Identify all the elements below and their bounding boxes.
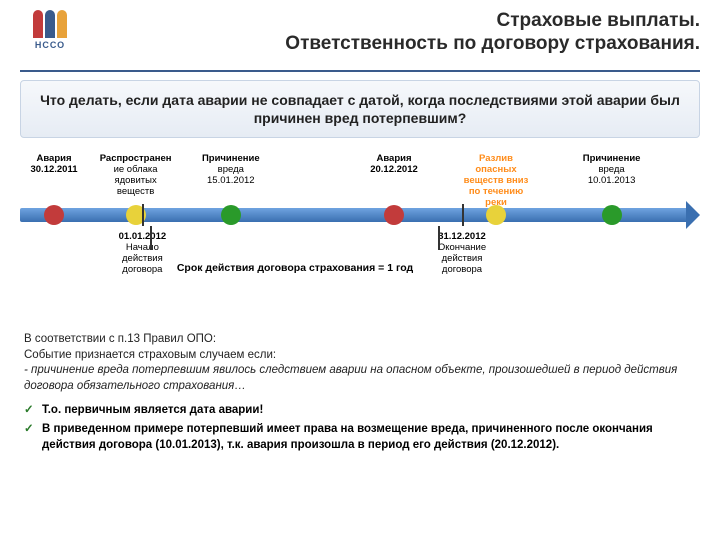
event-label-5: Причинениевреда10.01.2013 [579,154,645,187]
divider [20,70,700,72]
event-label-2: Причинениевреда15.01.2012 [198,154,264,187]
bullet-2: В приведенном примере потерпевший имеет … [24,421,696,453]
tick-label-1: 31.12.2012Окончаниедействиядоговора [432,232,492,276]
title-line-2: Ответственность по договору страхования. [80,33,700,56]
logo-text: НССО [35,40,65,50]
tick-0 [142,204,144,226]
body-text: В соответствии с п.13 Правил ОПО: Событи… [24,332,696,394]
timeline-bar [20,208,690,222]
logo: НССО [20,10,80,60]
tick-1 [462,204,464,226]
body-p1: В соответствии с п.13 Правил ОПО: [24,332,696,348]
body-p2: Событие признается страховым случаем есл… [24,348,696,364]
conclusion-bullets: Т.о. первичным является дата аварии! В п… [24,402,696,452]
logo-bar-2 [45,10,55,38]
logo-bar-3 [57,10,67,38]
logo-bars [33,10,67,38]
event-label-1: Распространение облакаядовитыхвеществ [98,154,174,198]
event-label-4: Разливопасныхвеществ внизпо течениюреки [458,154,534,209]
title-line-1: Страховые выплаты. [80,10,700,33]
event-circle-0 [44,205,64,225]
question-box: Что делать, если дата аварии не совпадае… [20,80,700,138]
event-circle-3 [384,205,404,225]
event-label-3: Авария20.12.2012 [364,154,424,176]
timeline-arrow-icon [686,201,700,229]
body-p3: - причинение вреда потерпевшим явилось с… [24,363,696,394]
header: НССО Страховые выплаты. Ответственность … [0,0,720,66]
event-label-0: Авария30.12.2011 [24,154,84,176]
bullet-1: Т.о. первичным является дата аварии! [24,402,696,418]
contract-span-label: Срок действия договора страхования = 1 г… [150,262,440,274]
event-circle-2 [221,205,241,225]
event-circle-5 [602,205,622,225]
logo-bar-1 [33,10,43,38]
title-block: Страховые выплаты. Ответственность по до… [80,10,700,56]
timeline: Авария30.12.2011 Распространение облакаяд… [20,152,700,322]
